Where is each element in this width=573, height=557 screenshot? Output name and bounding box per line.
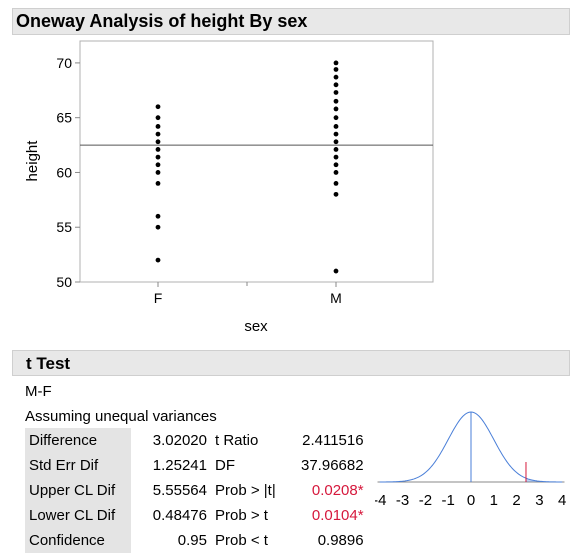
ttest-row-value: 3.02020 — [152, 432, 207, 449]
data-point — [155, 257, 161, 263]
y-tick-label: 55 — [56, 219, 72, 235]
data-point — [333, 191, 339, 197]
oneway-report-title: Oneway Analysis of height By sex — [16, 11, 308, 31]
ttest-row-label: Std Err Dif — [25, 453, 131, 478]
distribution-tick-label: -3 — [396, 492, 409, 509]
y-axis-ticks: 50 55 60 65 70 — [56, 55, 80, 290]
data-point — [155, 162, 161, 168]
assumption-label: Assuming unequal variances — [25, 408, 217, 425]
ttest-stat-label: Prob > t — [215, 507, 268, 524]
ttest-stat-label: Prob > |t| — [215, 482, 276, 499]
data-point — [333, 131, 339, 137]
y-tick-label: 65 — [56, 110, 72, 126]
ttest-row-value: 1.25241 — [152, 457, 207, 474]
oneway-report-header[interactable]: Oneway Analysis of height By sex — [12, 8, 570, 35]
t-tail-area — [525, 478, 563, 482]
data-point — [333, 74, 339, 80]
ttest-row-value: 0.95 — [177, 532, 207, 549]
ttest-stat-value: 0.0208* — [311, 482, 364, 499]
distribution-tick-label: -1 — [442, 492, 455, 509]
ttest-stat-value: 0.0104* — [311, 507, 364, 524]
data-point — [333, 181, 339, 186]
distribution-tick-label: 2 — [512, 492, 520, 509]
data-point — [333, 170, 339, 175]
data-point — [155, 213, 161, 219]
ttest-row: Difference 3.02020 t Ratio 2.411516 — [25, 428, 368, 453]
distribution-tick-label: 4 — [558, 492, 566, 509]
data-point — [155, 181, 161, 186]
y-tick-label: 70 — [56, 55, 72, 71]
ttest-row-label: Upper CL Dif — [25, 478, 131, 503]
distribution-tick-label: -4 — [375, 492, 386, 509]
data-point — [333, 154, 339, 160]
ttest-table: Difference 3.02020 t Ratio 2.411516 Std Err … — [25, 428, 368, 553]
data-point — [155, 131, 161, 137]
distribution-tick-label: 1 — [490, 492, 498, 509]
ttest-stat-value: 0.9896 — [317, 532, 364, 549]
data-point — [333, 115, 339, 121]
data-point — [155, 124, 161, 129]
data-point — [333, 147, 339, 152]
ttest-row-label: Lower CL Dif — [25, 503, 131, 528]
data-point — [333, 124, 339, 129]
ttest-row: Std Err Dif 1.25241 DF 37.96682 — [25, 453, 368, 478]
ttest-title: t Test — [26, 354, 71, 373]
ttest-row-value: 0.48476 — [152, 507, 207, 524]
distribution-tick-label: 0 — [467, 492, 475, 509]
ttest-stat-label: t Ratio — [215, 432, 259, 449]
ttest-row-value: 5.55564 — [152, 482, 207, 499]
data-point — [333, 162, 339, 168]
data-point — [333, 139, 339, 145]
data-point — [155, 115, 161, 121]
data-point — [333, 98, 339, 104]
ttest-stat-value: 37.96682 — [301, 457, 364, 474]
x-tick-label: F — [154, 290, 163, 306]
distribution-tick-label: -2 — [419, 492, 432, 509]
ttest-stat-label: Prob < t — [215, 532, 268, 549]
data-point — [155, 154, 161, 160]
ttest-row-label: Confidence — [25, 528, 131, 553]
data-point — [155, 104, 161, 110]
data-point — [155, 139, 161, 145]
ttest-row: Lower CL Dif 0.48476 Prob > t 0.0104* — [25, 503, 368, 528]
ttest-stat-label: DF — [215, 457, 235, 474]
plot-frame — [79, 40, 434, 283]
y-tick-label: 50 — [56, 274, 72, 290]
data-point — [155, 170, 161, 175]
ttest-row-label: Difference — [25, 428, 131, 453]
comparison-label: M-F — [25, 383, 52, 400]
data-point — [333, 106, 339, 112]
data-points — [155, 60, 339, 274]
y-axis-label: height — [24, 140, 41, 182]
data-point — [155, 224, 161, 230]
ttest-report-header[interactable]: t Test — [12, 350, 570, 376]
data-point — [333, 67, 339, 72]
ttest-row: Confidence 0.95 Prob < t 0.9896 — [25, 528, 368, 553]
data-point — [155, 147, 161, 152]
data-point — [333, 90, 339, 95]
data-point — [333, 82, 339, 88]
x-tick-label: M — [330, 290, 342, 306]
ttest-row: Upper CL Dif 5.55564 Prob > |t| 0.0208* — [25, 478, 368, 503]
data-point — [333, 60, 339, 66]
ttest-stat-value: 2.411516 — [302, 432, 364, 449]
y-tick-label: 60 — [56, 164, 72, 180]
distribution-tick-label: 3 — [535, 492, 543, 509]
data-point — [333, 268, 339, 274]
x-axis-label: sex — [244, 318, 268, 335]
